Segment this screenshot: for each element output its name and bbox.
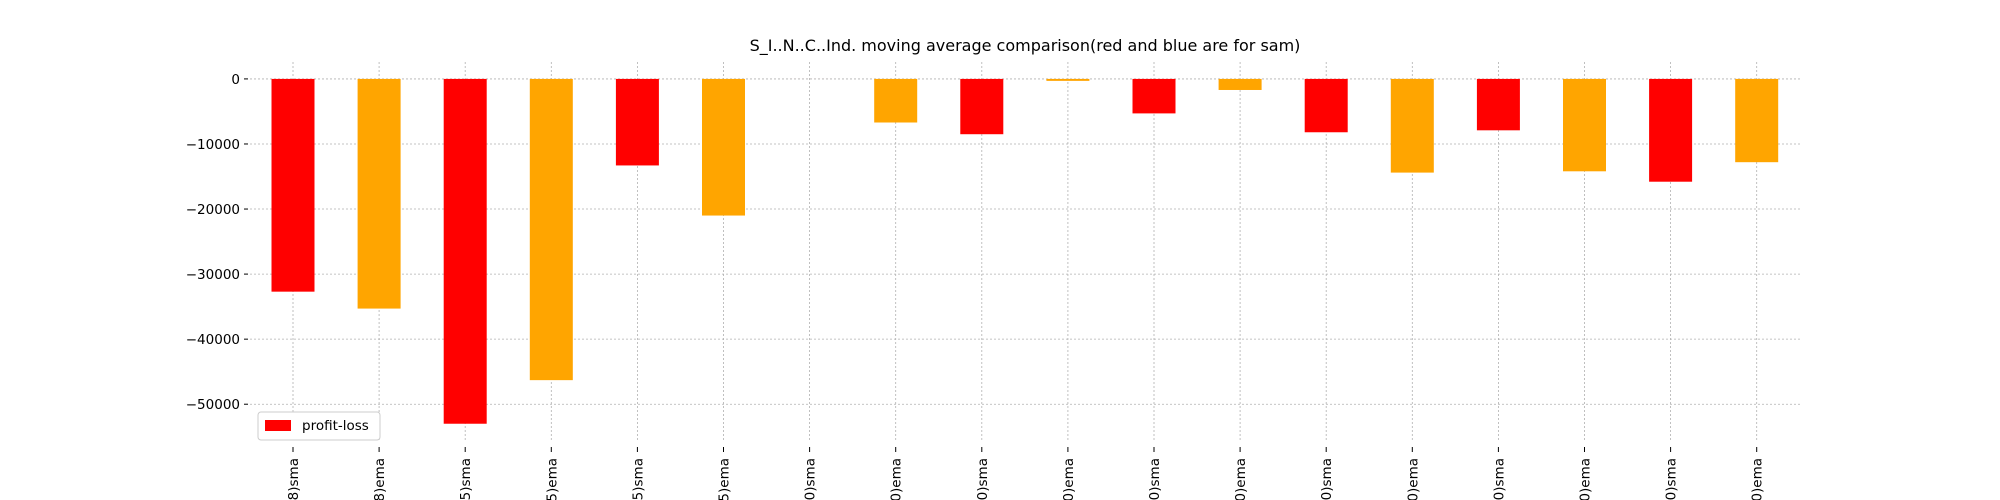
x-tick-label: 0)sma	[1319, 458, 1335, 500]
x-tick-label: 0)ema	[1061, 458, 1077, 500]
x-tick-label: 5)ema	[544, 458, 560, 500]
bar	[1304, 78, 1348, 133]
x-tick-label: 0)sma	[803, 458, 819, 500]
y-tick-label: 0	[231, 72, 240, 88]
bar	[1046, 78, 1090, 81]
x-tick-label: 0)sma	[975, 458, 991, 500]
legend-swatch	[265, 420, 291, 431]
x-tick-label: 0)ema	[1578, 458, 1594, 500]
legend-box	[257, 411, 381, 441]
x-tick-label: 5)ema	[717, 458, 733, 500]
legend: profit-loss	[257, 411, 381, 441]
bar	[960, 78, 1004, 135]
x-tick-label: 0)ema	[1405, 458, 1421, 500]
bar	[357, 78, 401, 309]
bar	[271, 78, 315, 292]
bar	[1390, 78, 1434, 173]
legend-label: profit-loss	[302, 418, 369, 434]
x-tick-label: 0)sma	[1664, 458, 1680, 500]
y-tick-label: −10000	[186, 137, 240, 153]
x-axis: 8)sma 8)ema 5)sma 5)ema 5)sma 5)ema 0)sma 0)ema…	[286, 447, 1766, 500]
bar	[615, 78, 659, 166]
x-tick-label: 5)sma	[630, 458, 646, 500]
chart-title: S_I..N..C..Ind. moving average compariso…	[750, 36, 1301, 56]
bar	[702, 78, 745, 216]
bar	[1218, 78, 1262, 90]
x-tick-label: 0)ema	[889, 458, 905, 500]
x-tick-label: 0)ema	[1233, 458, 1249, 500]
x-tick-label: 0)ema	[1750, 458, 1766, 500]
bar	[1132, 78, 1176, 114]
bar	[874, 78, 918, 123]
bar	[1649, 78, 1693, 182]
x-tick-label: 8)ema	[372, 458, 388, 500]
x-tick-label: 0)sma	[1491, 458, 1507, 500]
y-tick-label: −30000	[186, 267, 240, 283]
x-tick-label: 8)sma	[286, 458, 302, 500]
x-tick-label: 5)sma	[458, 458, 474, 500]
bar	[1476, 78, 1520, 131]
y-tick-label: −40000	[186, 332, 240, 348]
bar	[1735, 78, 1779, 163]
bars	[271, 78, 1779, 424]
bar	[1563, 78, 1606, 172]
y-tick-label: −20000	[186, 202, 240, 218]
y-tick-label: −50000	[186, 397, 240, 413]
bar	[443, 78, 487, 424]
x-tick-label: 0)sma	[1147, 458, 1163, 500]
y-axis: 0 −10000 −20000 −30000 −40000 −50000	[186, 72, 248, 413]
bar	[529, 78, 573, 381]
